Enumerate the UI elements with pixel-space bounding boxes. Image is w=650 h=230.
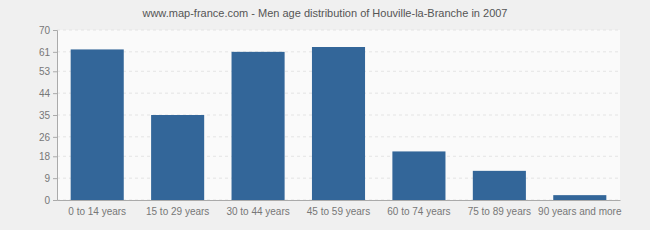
x-tick: 0 to 14 years xyxy=(68,206,126,217)
y-tick-label: 0 xyxy=(44,195,50,206)
bars xyxy=(71,47,607,200)
bar xyxy=(473,171,526,200)
y-tick-label: 9 xyxy=(44,173,50,184)
y-tick-label: 18 xyxy=(39,151,51,162)
y-tick: 26 xyxy=(39,132,57,143)
x-tick-label: 30 to 44 years xyxy=(226,206,289,217)
bar xyxy=(151,115,204,200)
bar xyxy=(312,47,365,200)
x-tick-label: 15 to 29 years xyxy=(146,206,209,217)
x-axis-line xyxy=(58,200,621,201)
y-tick-label: 44 xyxy=(39,88,51,99)
y-tick-mark xyxy=(53,156,57,157)
x-tick: 45 to 59 years xyxy=(307,206,370,217)
bar xyxy=(553,195,606,200)
y-tick: 70 xyxy=(39,25,57,36)
y-tick-label: 61 xyxy=(39,47,51,58)
y-tick: 0 xyxy=(44,195,57,206)
y-tick-mark xyxy=(53,115,57,116)
title: www.map-france.com - Men age distributio… xyxy=(141,7,507,19)
y-tick-mark xyxy=(53,52,57,53)
y-axis-line xyxy=(53,31,58,201)
grid-line xyxy=(57,30,620,31)
y-tick-label: 53 xyxy=(39,66,51,77)
y-tick-label: 70 xyxy=(39,25,51,36)
y-tick-mark xyxy=(53,93,57,94)
x-tick-label: 60 to 74 years xyxy=(387,206,450,217)
plot-area xyxy=(57,30,620,200)
x-tick-label: 45 to 59 years xyxy=(307,206,370,217)
y-tick: 53 xyxy=(39,66,57,77)
x-axis: 0 to 14 years 15 to 29 years 30 to 44 year… xyxy=(58,201,622,218)
x-tick: 15 to 29 years xyxy=(146,206,209,217)
y-tick: 9 xyxy=(44,173,57,184)
y-tick: 35 xyxy=(39,110,57,121)
bar xyxy=(71,49,124,200)
y-tick-mark xyxy=(53,137,57,138)
y-tick: 18 xyxy=(39,151,57,162)
grid xyxy=(57,30,620,200)
y-tick: 61 xyxy=(39,47,57,58)
y-tick-label: 35 xyxy=(39,110,51,121)
y-tick-mark xyxy=(53,30,57,31)
y-tick-mark xyxy=(53,178,57,179)
y-tick-mark xyxy=(53,200,57,201)
chart: www.map-france.com - Men age distributio… xyxy=(0,0,650,230)
y-axis: 0 9 18 26 35 44 53 61 70 xyxy=(39,25,58,206)
y-tick-label: 26 xyxy=(39,132,51,143)
y-tick-mark xyxy=(53,71,57,72)
x-tick: 60 to 74 years xyxy=(387,206,450,217)
x-tick-label: 0 to 14 years xyxy=(68,206,126,217)
x-tick-label: 75 to 89 years xyxy=(468,206,531,217)
plot: 0 9 18 26 35 44 53 61 70 0 to 14 years 15 to 29 ye… xyxy=(39,25,622,217)
x-tick: 30 to 44 years xyxy=(226,206,289,217)
bar xyxy=(392,151,445,200)
x-tick-label: 90 years and more xyxy=(538,206,622,217)
bar xyxy=(232,52,285,200)
background xyxy=(0,0,650,230)
x-tick: 90 years and more xyxy=(538,206,622,217)
y-tick: 44 xyxy=(39,88,57,99)
x-tick: 75 to 89 years xyxy=(468,206,531,217)
